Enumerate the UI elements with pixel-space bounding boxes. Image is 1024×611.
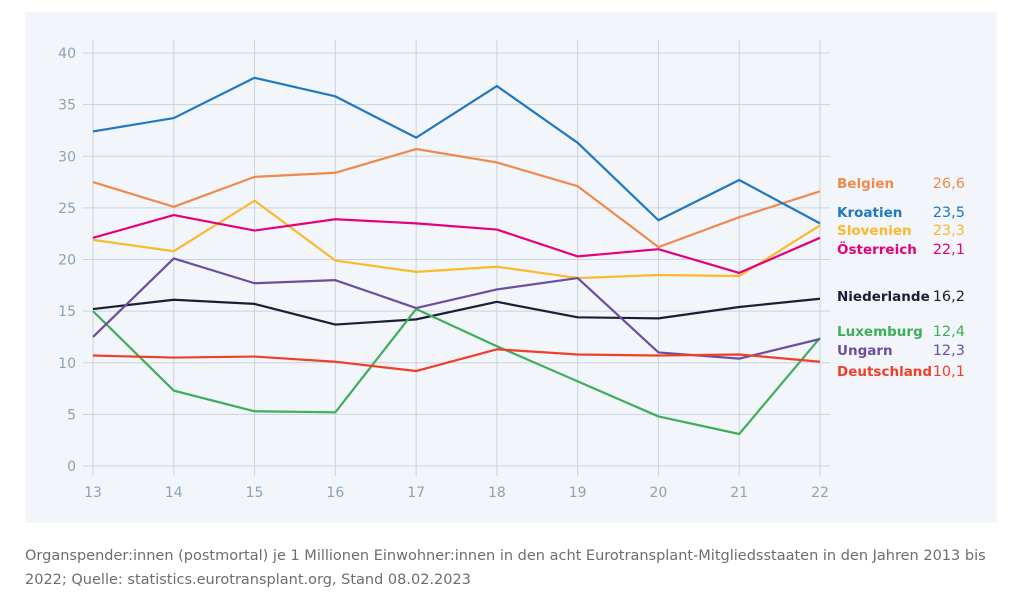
x-tick-label: 18	[488, 485, 506, 501]
x-tick-label: 14	[165, 485, 183, 501]
chart-caption: Organspender:innen (postmortal) je 1 Mil…	[25, 548, 986, 588]
y-tick-label: 25	[58, 201, 76, 217]
x-tick-label: 22	[811, 485, 829, 501]
y-tick-label: 10	[58, 356, 76, 372]
legend-value: 23,5	[933, 205, 965, 221]
x-tick-label: 15	[246, 485, 264, 501]
legend-value: 12,3	[933, 343, 965, 359]
legend-value: 26,6	[933, 176, 965, 192]
x-tick-label: 20	[650, 485, 668, 501]
series-line-luxemburg	[92, 307, 821, 436]
x-tick-label: 21	[730, 485, 748, 501]
legend-label: Belgien	[837, 176, 894, 192]
y-tick-label: 30	[58, 149, 76, 165]
y-tick-label: 40	[58, 46, 76, 62]
legend-label: Kroatien	[837, 205, 902, 221]
x-tick-label: 19	[569, 485, 587, 501]
legend-label: Ungarn	[837, 343, 893, 359]
series-line-deutschland	[92, 348, 821, 373]
y-tick-label: 15	[58, 304, 76, 320]
legend-label: Slovenien	[837, 223, 912, 239]
x-tick-label: 17	[407, 485, 425, 501]
series-line-belgien	[92, 147, 821, 249]
legend-value: 23,3	[933, 223, 965, 239]
legend-label: Luxemburg	[837, 324, 923, 340]
series-line-slovenien	[92, 199, 821, 280]
series-line-ungarn	[92, 257, 821, 360]
legend-label: Österreich	[837, 240, 917, 258]
y-tick-label: 5	[67, 407, 76, 423]
y-tick-label: 20	[58, 253, 76, 269]
legend-label: Niederlande	[837, 289, 930, 305]
x-tick-label: 16	[326, 485, 344, 501]
legend-value: 12,4	[933, 324, 965, 340]
y-tick-label: 35	[58, 98, 76, 114]
legend-value: 22,1	[933, 242, 965, 258]
line-chart: 0 5 10 15 20 25 30 35 40 13 14 15 16 17 18 19 20 21 22 Belg…	[58, 40, 965, 501]
series-line-niederlande	[92, 297, 821, 326]
series-line-österreich	[92, 214, 821, 275]
y-tick-label: 0	[67, 459, 76, 475]
legend-label: Deutschland	[837, 364, 932, 380]
legend-value: 16,2	[933, 289, 965, 305]
series-line-kroatien	[92, 76, 821, 225]
x-tick-label: 13	[84, 485, 102, 501]
legend-value: 10,1	[933, 364, 965, 380]
